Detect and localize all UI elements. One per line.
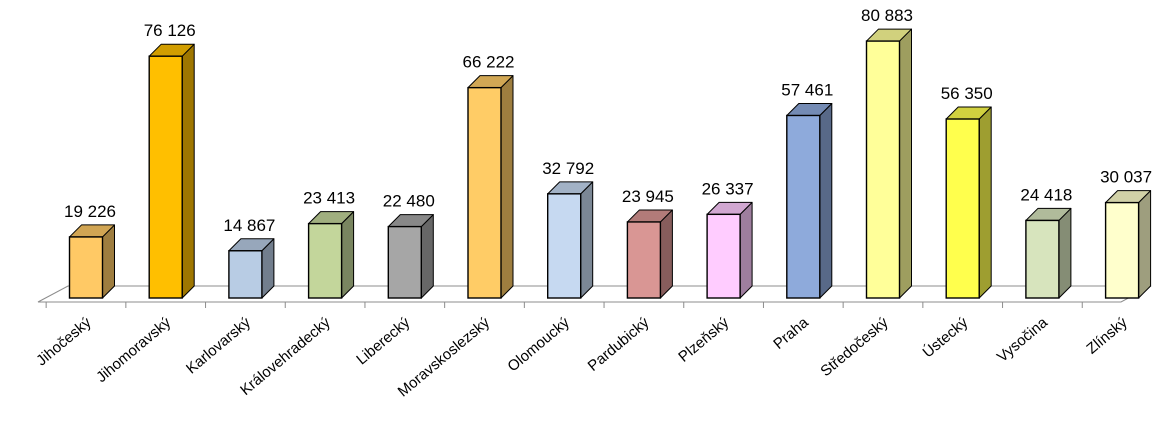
bar-front <box>945 118 980 299</box>
bars-group <box>68 28 1152 299</box>
bar-side <box>739 201 753 299</box>
bar-side <box>819 102 833 299</box>
category-label: Olomoucký <box>504 314 573 376</box>
data-label: 22 480 <box>383 192 435 211</box>
bar <box>387 214 434 299</box>
bar <box>626 209 673 299</box>
data-label: 23 945 <box>622 187 674 206</box>
data-label: 23 413 <box>303 189 355 208</box>
bar <box>865 28 912 299</box>
data-labels-group: 19 226 76 126 14 867 23 413 22 480 66 222 32 7… <box>64 6 1152 235</box>
bar <box>945 106 992 299</box>
category-label: Vysočina <box>994 314 1052 366</box>
category-label: Liberecký <box>353 314 413 369</box>
data-label: 19 226 <box>64 202 116 221</box>
bar-front <box>706 213 741 299</box>
bar-front <box>68 236 104 299</box>
category-label: Plzeňský <box>675 314 732 366</box>
category-label: Pardubický <box>585 314 653 375</box>
bar <box>1104 190 1152 299</box>
bar-side <box>420 214 434 299</box>
data-label: 24 418 <box>1020 185 1072 204</box>
data-label: 26 337 <box>702 179 754 198</box>
bar-side <box>1058 207 1072 299</box>
bar-front <box>786 114 821 299</box>
bar-front <box>148 55 183 299</box>
data-label: 80 883 <box>861 6 913 25</box>
bar-side <box>500 75 514 299</box>
data-label: 14 867 <box>223 216 275 235</box>
data-label: 66 222 <box>463 53 515 72</box>
category-label: Karlovarský <box>183 314 254 378</box>
bar-front <box>1025 219 1060 299</box>
bar-front <box>387 225 422 299</box>
bar-side <box>978 106 992 299</box>
bar-side <box>181 43 195 299</box>
bar-front <box>307 222 343 299</box>
bar <box>706 201 753 299</box>
data-label: 76 126 <box>144 21 196 40</box>
bar <box>1025 207 1072 299</box>
data-label: 57 461 <box>781 80 833 99</box>
bar <box>148 43 195 299</box>
bar <box>307 211 355 299</box>
data-label: 56 350 <box>941 84 993 103</box>
data-label: 30 037 <box>1100 168 1152 187</box>
bar-front <box>1104 201 1140 299</box>
bar <box>786 102 833 299</box>
category-label: Praha <box>770 314 812 353</box>
bar-side <box>580 181 594 299</box>
bar-side <box>1138 190 1152 299</box>
bar-side <box>899 28 912 299</box>
bar-front <box>626 221 662 299</box>
bar <box>547 181 594 299</box>
bar-side <box>659 209 673 299</box>
category-label: Ústecký <box>919 314 971 362</box>
category-label: Jihočeský <box>33 314 95 370</box>
bar-side <box>102 224 115 299</box>
bar-front <box>547 193 582 299</box>
bar <box>68 224 115 299</box>
data-label: 32 792 <box>542 159 594 178</box>
bar-front <box>865 40 901 299</box>
bar-front <box>228 250 263 299</box>
category-label: Středočeský <box>817 314 892 380</box>
bar <box>228 238 275 299</box>
bar-front <box>467 86 502 299</box>
category-label: Jihomoravský <box>93 314 175 386</box>
bar <box>467 75 514 299</box>
category-label: Zlínský <box>1083 314 1131 358</box>
chart-floor <box>37 285 1152 308</box>
bar-side <box>341 211 355 299</box>
